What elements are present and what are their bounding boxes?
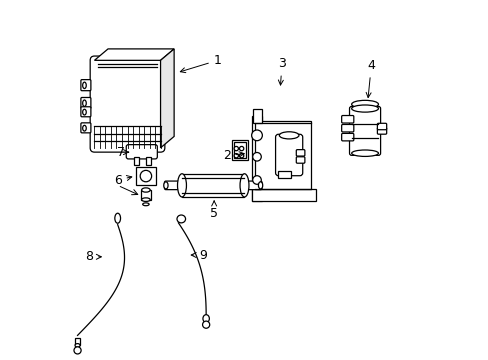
Bar	[253, 109, 262, 123]
Bar	[146, 157, 151, 165]
Bar	[234, 142, 245, 158]
FancyBboxPatch shape	[377, 128, 386, 134]
FancyBboxPatch shape	[341, 116, 353, 123]
Bar	[135, 167, 156, 185]
Ellipse shape	[82, 125, 86, 131]
FancyBboxPatch shape	[341, 134, 353, 141]
Bar	[255, 121, 310, 189]
Bar	[182, 174, 244, 197]
Text: 8: 8	[85, 250, 101, 263]
FancyBboxPatch shape	[296, 157, 304, 163]
Bar	[278, 171, 290, 178]
Bar	[75, 338, 80, 345]
Ellipse shape	[142, 203, 149, 206]
Ellipse shape	[351, 105, 378, 112]
Circle shape	[140, 170, 151, 182]
FancyBboxPatch shape	[296, 150, 304, 156]
FancyBboxPatch shape	[341, 125, 353, 132]
Bar	[231, 140, 247, 160]
FancyBboxPatch shape	[90, 56, 164, 152]
Ellipse shape	[177, 215, 185, 223]
Ellipse shape	[351, 100, 378, 108]
Circle shape	[239, 154, 244, 158]
FancyBboxPatch shape	[81, 80, 91, 91]
Circle shape	[202, 321, 209, 328]
Ellipse shape	[82, 109, 86, 115]
FancyBboxPatch shape	[275, 134, 302, 176]
Ellipse shape	[75, 343, 80, 347]
Ellipse shape	[258, 182, 262, 189]
Ellipse shape	[203, 315, 209, 323]
Ellipse shape	[82, 82, 86, 89]
Ellipse shape	[115, 213, 121, 223]
Text: 7: 7	[117, 146, 128, 159]
Polygon shape	[94, 49, 174, 60]
Bar	[141, 190, 150, 200]
Text: 5: 5	[210, 201, 218, 220]
FancyBboxPatch shape	[242, 181, 262, 190]
FancyBboxPatch shape	[81, 107, 91, 117]
FancyBboxPatch shape	[81, 98, 91, 109]
Ellipse shape	[351, 150, 378, 157]
Circle shape	[252, 176, 261, 184]
FancyBboxPatch shape	[126, 145, 157, 159]
Circle shape	[234, 147, 238, 151]
Bar	[251, 116, 262, 202]
Text: 2: 2	[222, 149, 244, 162]
Ellipse shape	[82, 100, 86, 107]
FancyBboxPatch shape	[81, 123, 91, 133]
FancyBboxPatch shape	[164, 181, 184, 190]
Text: 3: 3	[278, 57, 285, 85]
Ellipse shape	[163, 182, 168, 189]
Bar	[251, 189, 315, 202]
Circle shape	[74, 347, 81, 354]
Ellipse shape	[240, 174, 248, 197]
FancyBboxPatch shape	[349, 107, 380, 156]
Text: 6: 6	[114, 174, 131, 186]
Circle shape	[251, 130, 262, 141]
Ellipse shape	[142, 198, 150, 202]
Text: 9: 9	[191, 248, 207, 261]
Ellipse shape	[177, 174, 186, 197]
Ellipse shape	[142, 188, 150, 192]
Circle shape	[252, 153, 261, 161]
Bar	[134, 157, 139, 165]
Circle shape	[234, 154, 238, 158]
Ellipse shape	[279, 132, 298, 139]
Text: 1: 1	[180, 54, 221, 73]
FancyBboxPatch shape	[377, 123, 386, 130]
Text: 4: 4	[366, 59, 374, 98]
Circle shape	[239, 147, 244, 151]
Polygon shape	[160, 49, 174, 148]
